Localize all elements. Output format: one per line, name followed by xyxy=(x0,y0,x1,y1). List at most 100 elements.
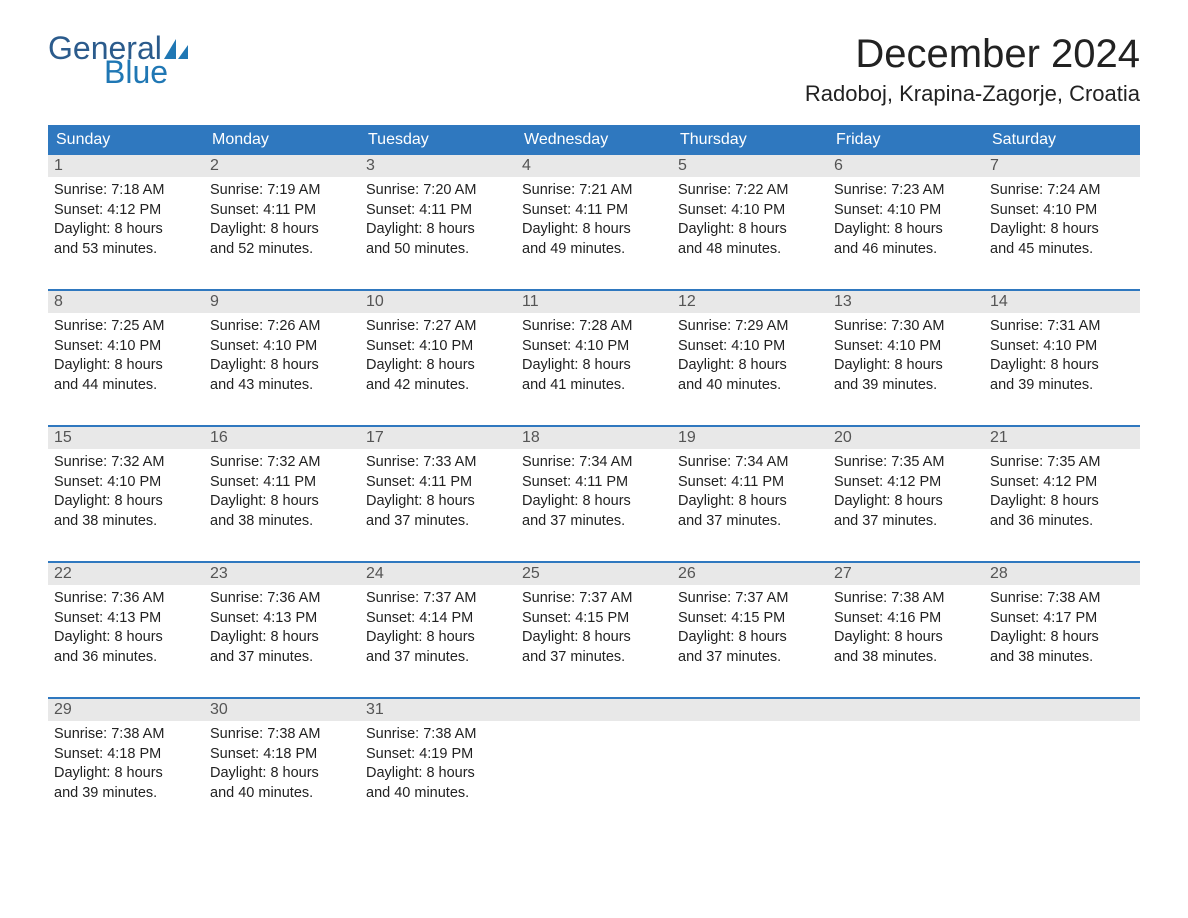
day-sunrise: Sunrise: 7:19 AM xyxy=(210,181,354,201)
day-sunset: Sunset: 4:11 PM xyxy=(522,201,666,221)
day-day1: Daylight: 8 hours xyxy=(522,628,666,648)
day-sunrise: Sunrise: 7:37 AM xyxy=(678,589,822,609)
day-number-row: 8 xyxy=(48,291,204,313)
day-body: Sunrise: 7:32 AMSunset: 4:10 PMDaylight:… xyxy=(48,449,204,535)
day-day2: and 37 minutes. xyxy=(366,512,510,532)
day-sunset: Sunset: 4:11 PM xyxy=(210,201,354,221)
day-cell: 8Sunrise: 7:25 AMSunset: 4:10 PMDaylight… xyxy=(48,291,204,411)
day-cell: 21Sunrise: 7:35 AMSunset: 4:12 PMDayligh… xyxy=(984,427,1140,547)
day-sunrise: Sunrise: 7:32 AM xyxy=(54,453,198,473)
day-day1: Daylight: 8 hours xyxy=(522,356,666,376)
day-cell: 14Sunrise: 7:31 AMSunset: 4:10 PMDayligh… xyxy=(984,291,1140,411)
day-day1: Daylight: 8 hours xyxy=(834,220,978,240)
week-row: 29 Sunrise: 7:38 AMSunset: 4:18 PMDayligh… xyxy=(48,697,1140,819)
day-day2: and 37 minutes. xyxy=(522,648,666,668)
day-day2: and 39 minutes. xyxy=(54,784,198,804)
day-sunrise: Sunrise: 7:30 AM xyxy=(834,317,978,337)
day-sunset: Sunset: 4:10 PM xyxy=(990,201,1134,221)
day-day2: and 38 minutes. xyxy=(210,512,354,532)
day-number-row: 25 xyxy=(516,563,672,585)
day-number-row: 24 xyxy=(360,563,516,585)
day-number-row: 18 xyxy=(516,427,672,449)
day-cell: 28Sunrise: 7:38 AMSunset: 4:17 PMDayligh… xyxy=(984,563,1140,683)
day-number-row: 12 xyxy=(672,291,828,313)
day-day2: and 44 minutes. xyxy=(54,376,198,396)
day-cell: 27 Sunrise: 7:38 AMSunset: 4:16 PMDayligh… xyxy=(828,563,984,683)
day-header-thursday: Thursday xyxy=(672,125,828,155)
day-body: Sunrise: 7:29 AMSunset: 4:10 PMDaylight:… xyxy=(672,313,828,399)
day-number: 18 xyxy=(522,429,540,446)
day-sunrise: Sunrise: 7:38 AM xyxy=(54,725,198,745)
day-cell: 19Sunrise: 7:34 AMSunset: 4:11 PMDayligh… xyxy=(672,427,828,547)
day-day1: Daylight: 8 hours xyxy=(366,628,510,648)
day-sunrise: Sunrise: 7:22 AM xyxy=(678,181,822,201)
day-cell: 22Sunrise: 7:36 AMSunset: 4:13 PMDayligh… xyxy=(48,563,204,683)
day-day1: Daylight: 8 hours xyxy=(678,356,822,376)
day-day1: Daylight: 8 hours xyxy=(678,628,822,648)
day-cell: 5Sunrise: 7:22 AMSunset: 4:10 PMDaylight… xyxy=(672,155,828,275)
day-day2: and 46 minutes. xyxy=(834,240,978,260)
day-body: Sunrise: 7:38 AMSunset: 4:16 PMDaylight:… xyxy=(828,585,984,671)
day-sunset: Sunset: 4:10 PM xyxy=(522,337,666,357)
day-number-row: 16 xyxy=(204,427,360,449)
day-cell: 10Sunrise: 7:27 AMSunset: 4:10 PMDayligh… xyxy=(360,291,516,411)
day-number-row: 23 xyxy=(204,563,360,585)
day-number: 27 xyxy=(834,565,852,582)
day-sunset: Sunset: 4:17 PM xyxy=(990,609,1134,629)
day-day2: and 36 minutes. xyxy=(54,648,198,668)
day-number: 2 xyxy=(210,157,219,174)
day-day1: Daylight: 8 hours xyxy=(54,220,198,240)
day-sunset: Sunset: 4:16 PM xyxy=(834,609,978,629)
day-cell: 26Sunrise: 7:37 AMSunset: 4:15 PMDayligh… xyxy=(672,563,828,683)
day-sunrise: Sunrise: 7:28 AM xyxy=(522,317,666,337)
day-body: Sunrise: 7:26 AMSunset: 4:10 PMDaylight:… xyxy=(204,313,360,399)
day-cell: 1 Sunrise: 7:18 AMSunset: 4:12 PMDaylight… xyxy=(48,155,204,275)
day-sunset: Sunset: 4:12 PM xyxy=(834,473,978,493)
day-cell: 24Sunrise: 7:37 AMSunset: 4:14 PMDayligh… xyxy=(360,563,516,683)
day-sunset: Sunset: 4:10 PM xyxy=(210,337,354,357)
day-day2: and 52 minutes. xyxy=(210,240,354,260)
day-sunset: Sunset: 4:10 PM xyxy=(834,201,978,221)
day-sunset: Sunset: 4:11 PM xyxy=(522,473,666,493)
day-day2: and 37 minutes. xyxy=(210,648,354,668)
day-day1: Daylight: 8 hours xyxy=(54,628,198,648)
day-body: Sunrise: 7:32 AMSunset: 4:11 PMDaylight:… xyxy=(204,449,360,535)
day-body: Sunrise: 7:18 AMSunset: 4:12 PMDaylight:… xyxy=(48,177,204,263)
day-cell xyxy=(828,699,984,819)
day-number: 28 xyxy=(990,565,1008,582)
day-body: Sunrise: 7:24 AMSunset: 4:10 PMDaylight:… xyxy=(984,177,1140,263)
day-number-row: 9 xyxy=(204,291,360,313)
day-sunset: Sunset: 4:10 PM xyxy=(54,337,198,357)
day-body: Sunrise: 7:38 AMSunset: 4:18 PMDaylight:… xyxy=(204,721,360,807)
day-header-row: SundayMondayTuesdayWednesdayThursdayFrid… xyxy=(48,125,1140,155)
day-number-row: 4 xyxy=(516,155,672,177)
day-body: Sunrise: 7:34 AMSunset: 4:11 PMDaylight:… xyxy=(672,449,828,535)
day-sunset: Sunset: 4:10 PM xyxy=(366,337,510,357)
day-number: 29 xyxy=(54,701,72,718)
day-day1: Daylight: 8 hours xyxy=(210,492,354,512)
day-cell xyxy=(984,699,1140,819)
day-number: 1 xyxy=(54,157,63,174)
day-day2: and 49 minutes. xyxy=(522,240,666,260)
day-body: Sunrise: 7:35 AMSunset: 4:12 PMDaylight:… xyxy=(984,449,1140,535)
day-cell: 13Sunrise: 7:30 AMSunset: 4:10 PMDayligh… xyxy=(828,291,984,411)
day-cell xyxy=(672,699,828,819)
day-cell: 17Sunrise: 7:33 AMSunset: 4:11 PMDayligh… xyxy=(360,427,516,547)
day-body: Sunrise: 7:37 AMSunset: 4:15 PMDaylight:… xyxy=(672,585,828,671)
day-cell: 20Sunrise: 7:35 AMSunset: 4:12 PMDayligh… xyxy=(828,427,984,547)
day-sunset: Sunset: 4:11 PM xyxy=(210,473,354,493)
day-cell: 7Sunrise: 7:24 AMSunset: 4:10 PMDaylight… xyxy=(984,155,1140,275)
day-number-row: 28 xyxy=(984,563,1140,585)
day-number-row: 11 xyxy=(516,291,672,313)
day-sunset: Sunset: 4:15 PM xyxy=(522,609,666,629)
day-sunset: Sunset: 4:18 PM xyxy=(54,745,198,765)
day-number-row: 21 xyxy=(984,427,1140,449)
day-number-row: 7 xyxy=(984,155,1140,177)
day-sunrise: Sunrise: 7:24 AM xyxy=(990,181,1134,201)
day-cell: 30Sunrise: 7:38 AMSunset: 4:18 PMDayligh… xyxy=(204,699,360,819)
day-day2: and 43 minutes. xyxy=(210,376,354,396)
day-number: 9 xyxy=(210,293,219,310)
title-block: December 2024 Radoboj, Krapina-Zagorje, … xyxy=(805,32,1140,117)
day-day2: and 37 minutes. xyxy=(678,512,822,532)
day-day1: Daylight: 8 hours xyxy=(834,356,978,376)
